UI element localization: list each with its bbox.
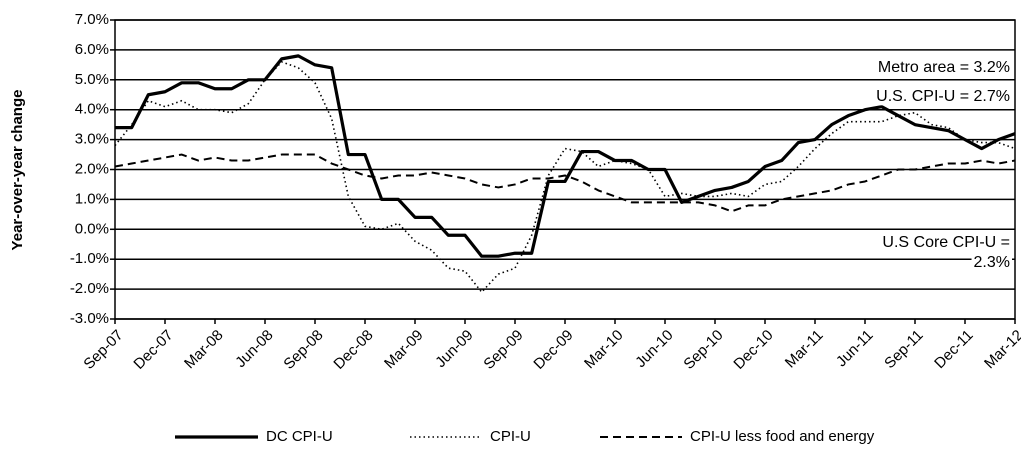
y-tick-label: 5.0% xyxy=(75,71,109,88)
x-tick-label: Mar-08 xyxy=(181,327,227,373)
x-tick-label: Dec-08 xyxy=(330,327,376,373)
x-tick-label: Sep-10 xyxy=(680,327,726,373)
y-tick-label: -2.0% xyxy=(70,280,109,297)
annotation-bg xyxy=(880,234,1012,252)
annotation: U.S. CPI-U = 2.7% xyxy=(876,88,1010,105)
annotation: 2.3% xyxy=(974,254,1010,271)
y-tick-label: 2.0% xyxy=(75,160,109,177)
y-tick-label: -1.0% xyxy=(70,250,109,267)
annotation-group: U.S. CPI-U = 2.7% xyxy=(874,88,1012,106)
y-tick-label: 7.0% xyxy=(75,11,109,28)
x-tick-label: Sep-08 xyxy=(280,327,326,373)
x-tick-label: Mar-10 xyxy=(581,327,627,373)
x-tick-label: Dec-11 xyxy=(931,327,976,372)
annotation: U.S Core CPI-U = xyxy=(882,234,1010,251)
y-tick-label: 3.0% xyxy=(75,131,109,148)
x-tick-label: Sep-07 xyxy=(80,327,126,373)
legend-label: CPI-U less food and energy xyxy=(690,428,875,445)
legend-label: CPI-U xyxy=(490,428,531,445)
annotation-group: U.S Core CPI-U = xyxy=(880,234,1012,252)
y-tick-label: -3.0% xyxy=(70,310,109,327)
x-tick-label: Jun-10 xyxy=(632,327,676,371)
x-tick-label: Sep-09 xyxy=(480,327,526,373)
annotation-bg xyxy=(874,88,1012,106)
legend-label: DC CPI-U xyxy=(266,428,333,445)
x-tick-label: Jun-11 xyxy=(833,327,877,371)
x-tick-label: Mar-11 xyxy=(782,327,827,372)
x-tick-label: Dec-07 xyxy=(130,327,176,373)
annotation: Metro area = 3.2% xyxy=(878,59,1010,76)
x-tick-label: Mar-12 xyxy=(981,327,1021,373)
x-tick-label: Sep-11 xyxy=(881,327,926,372)
annotation-group: Metro area = 3.2% xyxy=(875,59,1012,77)
x-tick-label: Jun-08 xyxy=(232,327,276,371)
y-tick-label: 6.0% xyxy=(75,41,109,58)
y-tick-label: 0.0% xyxy=(75,220,109,237)
series-line xyxy=(115,54,1016,258)
x-tick-label: Dec-09 xyxy=(530,327,576,373)
series-line xyxy=(114,61,1016,293)
y-axis-label: Year-over-year change xyxy=(9,90,26,251)
y-tick-label: 4.0% xyxy=(75,101,109,118)
x-tick-label: Jun-09 xyxy=(432,327,476,371)
annotation-bg xyxy=(875,59,1012,77)
series-line xyxy=(114,153,1016,213)
annotation-group: 2.3% xyxy=(971,254,1012,272)
x-tick-label: Mar-09 xyxy=(381,327,427,373)
y-tick-label: 1.0% xyxy=(75,190,109,207)
annotation-bg xyxy=(971,254,1012,272)
x-tick-label: Dec-10 xyxy=(730,327,776,373)
